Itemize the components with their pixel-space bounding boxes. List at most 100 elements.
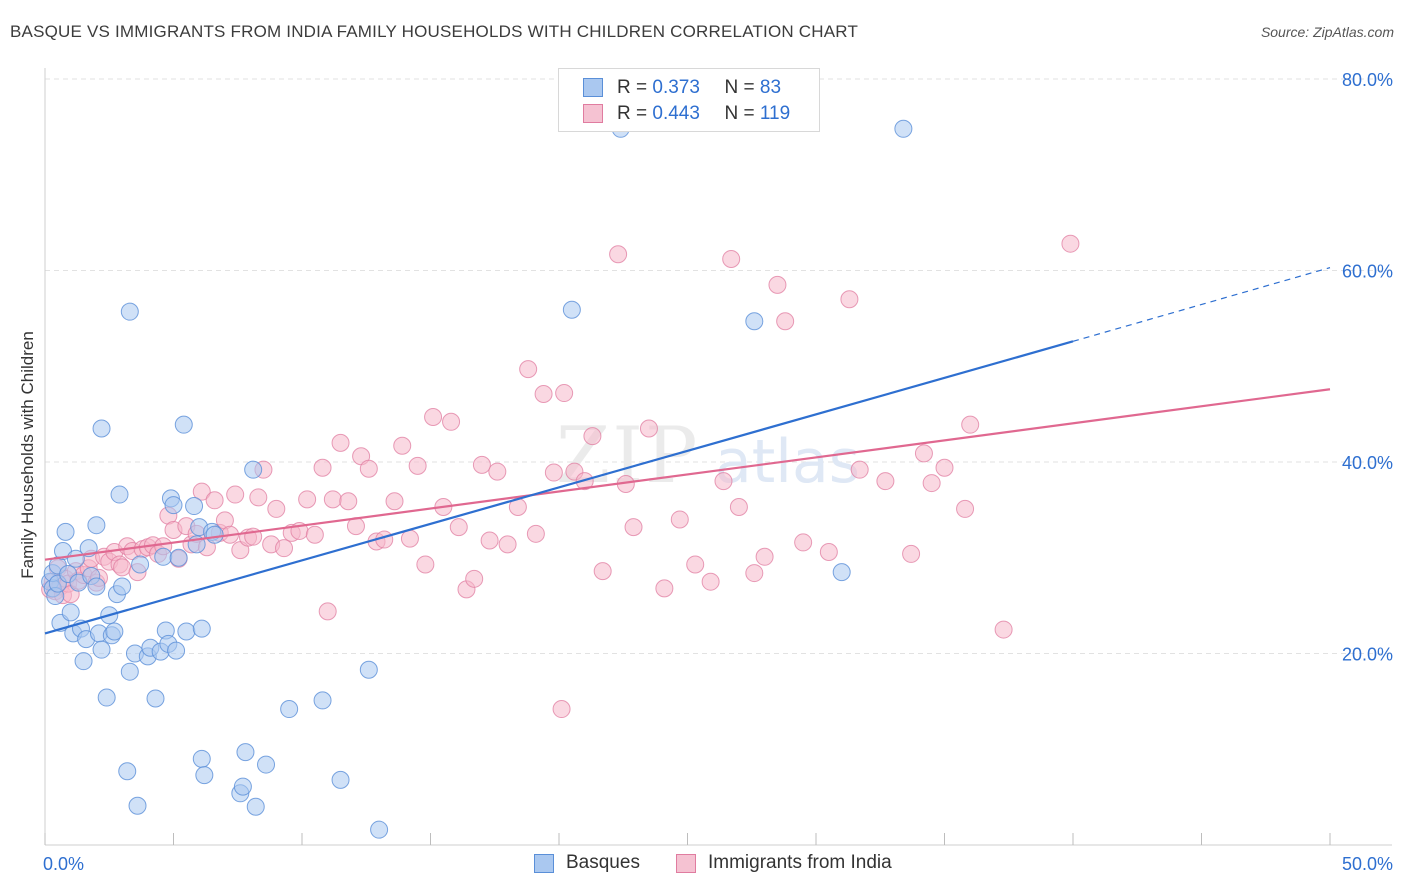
india-point xyxy=(249,488,268,507)
basque-point xyxy=(169,548,188,567)
india-point xyxy=(922,474,941,493)
basque-point xyxy=(313,691,332,710)
basque-point xyxy=(192,749,211,768)
basque-point xyxy=(110,485,129,504)
bottom-swatch-india xyxy=(676,854,696,873)
india-trend-line xyxy=(44,388,1331,561)
india-point xyxy=(745,564,764,583)
basque-point xyxy=(745,312,764,331)
india-point xyxy=(393,436,412,455)
y-tick-label: 40.0% xyxy=(1342,453,1393,473)
basque-point xyxy=(562,300,581,319)
basque-point xyxy=(74,652,93,671)
basque-point xyxy=(195,766,214,785)
legend-n-label: N = xyxy=(724,103,755,124)
basque-point xyxy=(280,700,299,719)
india-point xyxy=(298,490,317,509)
basque-point xyxy=(92,419,111,438)
india-point xyxy=(424,407,443,426)
india-point xyxy=(267,499,286,518)
basque-point xyxy=(61,603,80,622)
india-point xyxy=(609,245,628,264)
legend-n-india: 119 xyxy=(759,103,791,124)
x-tick-label: 50.0% xyxy=(1342,854,1393,874)
basque-point xyxy=(118,762,137,781)
basque-point xyxy=(120,302,139,321)
india-point xyxy=(655,579,674,598)
basque-point xyxy=(331,770,350,789)
basques-trend-extension xyxy=(1072,267,1331,342)
tick-labels: 20.0% 40.0% 60.0% 80.0% 0.0% 50.0% xyxy=(43,70,1393,874)
legend-r-label: R = xyxy=(617,77,648,98)
y-tick-label: 80.0% xyxy=(1342,70,1393,90)
india-point xyxy=(583,427,602,446)
india-point xyxy=(416,555,435,574)
india-point xyxy=(840,290,859,309)
india-point xyxy=(498,535,517,554)
basque-point xyxy=(205,525,224,544)
india-point xyxy=(526,524,545,543)
y-axis-label: Family Households with Children xyxy=(18,331,37,579)
india-point xyxy=(472,455,491,474)
legend-r-basques: 0.373 xyxy=(652,77,700,98)
india-point xyxy=(339,492,358,511)
gridlines xyxy=(45,78,1392,654)
india-point xyxy=(442,412,461,431)
india-point xyxy=(323,490,342,509)
india-point xyxy=(593,562,612,581)
india-point xyxy=(113,558,132,577)
india-point xyxy=(192,482,211,501)
basque-point xyxy=(120,662,139,681)
india-point xyxy=(819,543,838,562)
india-point xyxy=(555,384,574,403)
basque-point xyxy=(370,820,389,839)
india-point xyxy=(408,456,427,475)
india-point xyxy=(226,485,245,504)
india-point xyxy=(714,472,733,491)
basque-point xyxy=(233,777,252,796)
india-point xyxy=(385,492,404,511)
india-point xyxy=(686,555,705,574)
basque-point xyxy=(359,660,378,679)
zipatlas-watermark: ZIP atlas xyxy=(556,411,860,501)
legend-n-label: N = xyxy=(724,77,755,98)
basque-point xyxy=(105,622,124,641)
basque-point xyxy=(87,516,106,535)
india-point xyxy=(624,518,643,537)
india-point xyxy=(449,518,468,537)
india-point xyxy=(722,250,741,269)
india-point xyxy=(935,458,954,477)
basque-point xyxy=(832,563,851,582)
india-point xyxy=(994,620,1013,639)
india-point xyxy=(552,700,571,719)
basque-point xyxy=(87,577,106,596)
india-point xyxy=(313,458,332,477)
source-label: Source: ZipAtlas.com xyxy=(1260,24,1394,40)
india-point xyxy=(534,385,553,404)
india-point xyxy=(331,433,350,452)
legend-swatch-basques xyxy=(583,78,603,97)
axes xyxy=(44,68,1392,846)
india-point xyxy=(755,547,774,566)
india-point xyxy=(794,533,813,552)
india-point xyxy=(1061,234,1080,253)
trend-lines xyxy=(44,267,1331,635)
india-point xyxy=(519,360,538,379)
basques-trend-line xyxy=(44,340,1074,635)
basque-points xyxy=(41,119,913,839)
india-point xyxy=(488,462,507,481)
basque-point xyxy=(236,743,255,762)
india-point xyxy=(701,572,720,591)
india-point xyxy=(639,419,658,438)
basque-point xyxy=(174,415,193,434)
basque-point xyxy=(177,622,196,641)
basque-point xyxy=(257,755,276,774)
correlation-legend: R = 0.373 N = 83 R = 0.443 N = 119 xyxy=(558,68,820,132)
basque-point xyxy=(185,497,204,516)
india-point xyxy=(850,460,869,479)
basque-point xyxy=(154,547,173,566)
india-point xyxy=(205,491,224,510)
basque-point xyxy=(128,796,147,815)
basque-point xyxy=(167,641,186,660)
